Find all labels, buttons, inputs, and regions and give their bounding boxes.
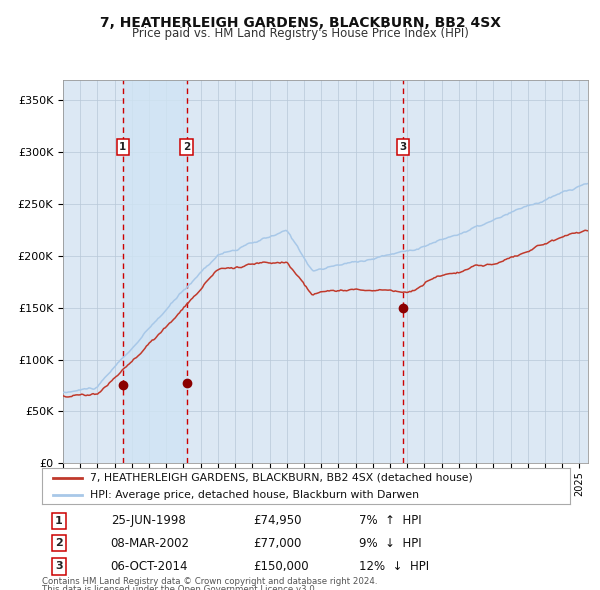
Text: This data is licensed under the Open Government Licence v3.0.: This data is licensed under the Open Gov…: [42, 585, 317, 590]
Text: 9%  ↓  HPI: 9% ↓ HPI: [359, 537, 421, 550]
Text: HPI: Average price, detached house, Blackburn with Darwen: HPI: Average price, detached house, Blac…: [89, 490, 419, 500]
Text: 2: 2: [55, 538, 63, 548]
Text: £150,000: £150,000: [253, 560, 309, 573]
Text: 25-JUN-1998: 25-JUN-1998: [110, 514, 185, 527]
Text: 08-MAR-2002: 08-MAR-2002: [110, 537, 190, 550]
Text: 1: 1: [119, 142, 127, 152]
Text: 06-OCT-2014: 06-OCT-2014: [110, 560, 188, 573]
Text: 2: 2: [183, 142, 190, 152]
Text: 7, HEATHERLEIGH GARDENS, BLACKBURN, BB2 4SX: 7, HEATHERLEIGH GARDENS, BLACKBURN, BB2 …: [100, 16, 500, 30]
Text: Price paid vs. HM Land Registry's House Price Index (HPI): Price paid vs. HM Land Registry's House …: [131, 27, 469, 40]
Text: £77,000: £77,000: [253, 537, 302, 550]
Bar: [123, 80, 187, 463]
Text: Contains HM Land Registry data © Crown copyright and database right 2024.: Contains HM Land Registry data © Crown c…: [42, 577, 377, 586]
Text: 7%  ↑  HPI: 7% ↑ HPI: [359, 514, 421, 527]
Text: 1: 1: [55, 516, 63, 526]
Text: 3: 3: [55, 562, 63, 572]
Text: £74,950: £74,950: [253, 514, 302, 527]
Text: 7, HEATHERLEIGH GARDENS, BLACKBURN, BB2 4SX (detached house): 7, HEATHERLEIGH GARDENS, BLACKBURN, BB2 …: [89, 473, 472, 483]
Text: 12%  ↓  HPI: 12% ↓ HPI: [359, 560, 429, 573]
Text: 3: 3: [400, 142, 407, 152]
